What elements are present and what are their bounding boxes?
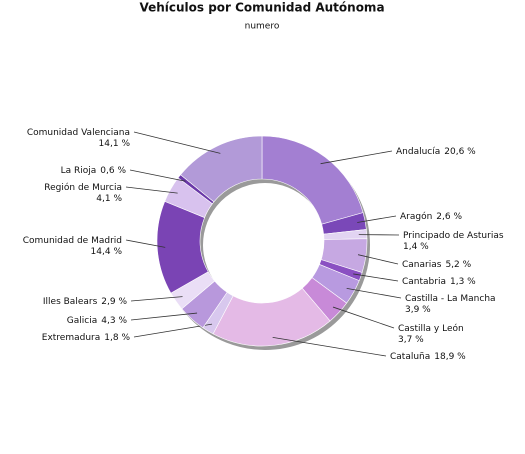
leader-line	[333, 307, 394, 328]
slice-value-label: 1,4 %	[403, 242, 429, 252]
slice-value-label: 1,8 %	[104, 333, 130, 343]
leader-line	[130, 170, 186, 181]
donut-slice	[262, 136, 363, 224]
slice-label: Galicia 4,3 %	[67, 316, 128, 326]
slice-label: Aragón 2,6 %	[400, 211, 462, 222]
slice-category: Cataluña	[390, 352, 430, 362]
slice-value-label: 14,1 %	[99, 139, 131, 149]
slice-category: La Rioja	[61, 166, 97, 176]
slice-category: Andalucía	[396, 147, 440, 157]
slice-category: Región de Murcia	[44, 182, 122, 193]
chart-title: Vehículos por Comunidad Autónoma	[139, 1, 384, 15]
slice-category: Aragón	[400, 211, 432, 222]
slice-category: Canarias	[402, 260, 442, 270]
leader-line	[321, 151, 392, 164]
slice-value-label: 1,3 %	[450, 277, 476, 287]
leader-line	[131, 313, 197, 320]
slice-value-label: 5,2 %	[445, 260, 471, 270]
slice-category: Cantabria	[402, 277, 446, 287]
slice-category: Extremadura	[42, 333, 101, 343]
slice-value-label: 18,9 %	[434, 352, 466, 362]
slice-category: Comunidad de Madrid	[23, 236, 122, 246]
slice-value-label: 3,7 %	[398, 335, 424, 345]
slice-label: Cataluña 18,9 %	[390, 352, 466, 362]
slice-category: Galicia	[67, 316, 97, 326]
slice-value-label: 14,4 %	[91, 247, 123, 257]
slice-value-label: 4,1 %	[96, 194, 122, 204]
slice-value-label: 4,3 %	[101, 316, 127, 326]
slice-value-label: 20,6 %	[444, 147, 476, 157]
slice-category: Principado de Asturias	[403, 231, 504, 241]
slice-value-label: 0,6 %	[100, 166, 126, 176]
slice-value-label: 2,9 %	[101, 297, 127, 307]
slice-label: Cantabria 1,3 %	[402, 277, 476, 287]
slice-value-label: 2,6 %	[436, 212, 462, 222]
slice-value-label: 3,9 %	[405, 305, 431, 315]
chart-subtitle: numero	[245, 22, 280, 32]
slice-category: Comunidad Valenciana	[27, 128, 130, 138]
slice-label: Andalucía 20,6 %	[396, 147, 476, 157]
slice-category: Illes Balears	[43, 297, 98, 307]
slice-category: Castilla y León	[398, 323, 464, 334]
leader-line	[134, 132, 220, 153]
slice-category: Castilla - La Mancha	[405, 294, 496, 304]
